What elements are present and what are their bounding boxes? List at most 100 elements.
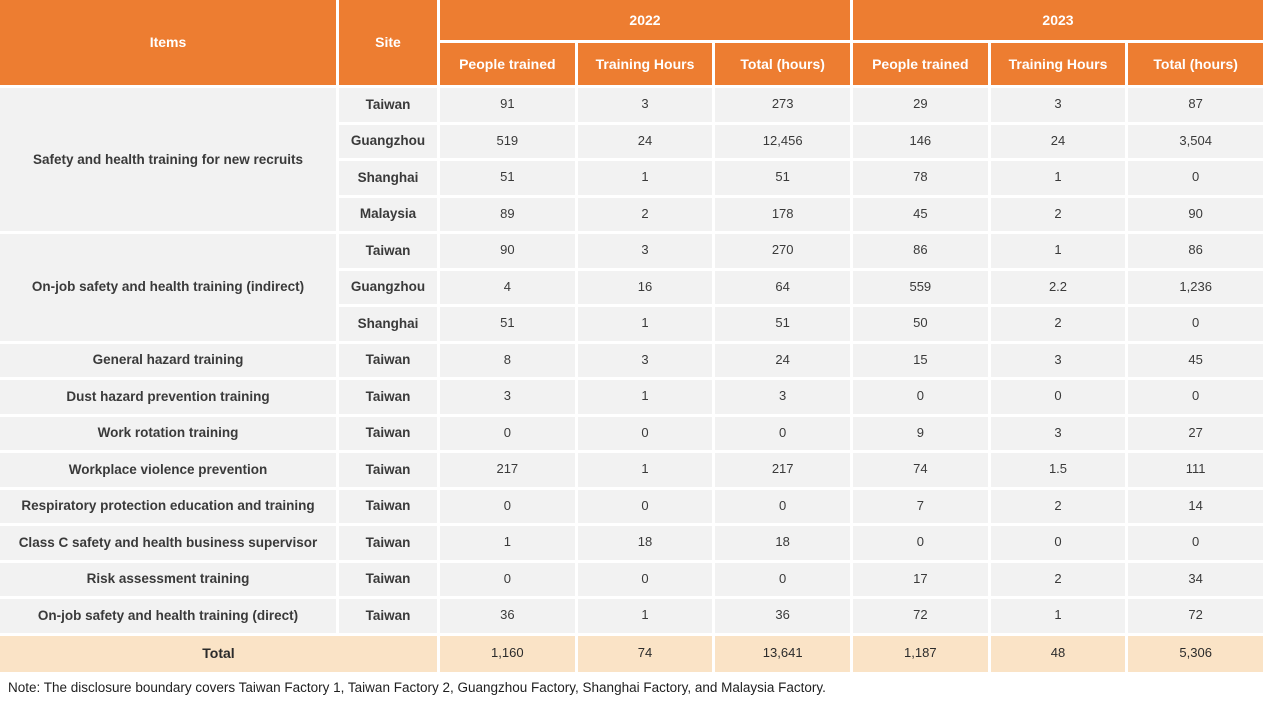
- value-cell: 2: [990, 489, 1126, 523]
- value-cell: 217: [440, 453, 575, 487]
- item-cell: Respiratory protection education and tra…: [0, 489, 336, 523]
- value-cell: 64: [715, 270, 850, 304]
- training-table: Items Site 2022 2023 People trained Trai…: [0, 0, 1263, 672]
- column-header-people-trained-2023: People trained: [853, 43, 988, 85]
- value-cell: 7: [853, 489, 988, 523]
- value-cell: 2: [577, 197, 713, 231]
- value-cell: 90: [1128, 197, 1263, 231]
- item-cell: Safety and health training for new recru…: [0, 88, 336, 231]
- value-cell: 1: [577, 307, 713, 341]
- item-cell: Risk assessment training: [0, 562, 336, 596]
- value-cell: 2: [990, 307, 1126, 341]
- item-cell: Class C safety and health business super…: [0, 526, 336, 560]
- total-value-cell: 1,160: [440, 635, 575, 672]
- value-cell: 3: [577, 234, 713, 268]
- value-cell: 51: [440, 307, 575, 341]
- site-cell: Taiwan: [339, 526, 437, 560]
- value-cell: 1: [990, 599, 1126, 633]
- value-cell: 1,236: [1128, 270, 1263, 304]
- site-cell: Taiwan: [339, 380, 437, 414]
- value-cell: 24: [715, 343, 850, 377]
- value-cell: 86: [853, 234, 988, 268]
- site-cell: Taiwan: [339, 599, 437, 633]
- site-cell: Taiwan: [339, 88, 437, 122]
- value-cell: 24: [577, 124, 713, 158]
- item-cell: Work rotation training: [0, 416, 336, 450]
- value-cell: 45: [853, 197, 988, 231]
- value-cell: 89: [440, 197, 575, 231]
- total-value-cell: 1,187: [853, 635, 988, 672]
- total-row-label: Total: [0, 635, 437, 672]
- value-cell: 3: [577, 88, 713, 122]
- year-header-2023: 2023: [853, 0, 1263, 40]
- value-cell: 1: [990, 234, 1126, 268]
- value-cell: 0: [853, 526, 988, 560]
- value-cell: 3: [577, 343, 713, 377]
- item-cell: Dust hazard prevention training: [0, 380, 336, 414]
- value-cell: 111: [1128, 453, 1263, 487]
- total-value-cell: 13,641: [715, 635, 850, 672]
- value-cell: 29: [853, 88, 988, 122]
- value-cell: 1: [440, 526, 575, 560]
- value-cell: 51: [715, 161, 850, 195]
- value-cell: 86: [1128, 234, 1263, 268]
- value-cell: 1: [990, 161, 1126, 195]
- value-cell: 9: [853, 416, 988, 450]
- value-cell: 2.2: [990, 270, 1126, 304]
- value-cell: 36: [715, 599, 850, 633]
- item-cell: On-job safety and health training (direc…: [0, 599, 336, 633]
- value-cell: 146: [853, 124, 988, 158]
- value-cell: 24: [990, 124, 1126, 158]
- value-cell: 0: [1128, 161, 1263, 195]
- value-cell: 74: [853, 453, 988, 487]
- value-cell: 0: [990, 526, 1126, 560]
- value-cell: 0: [577, 489, 713, 523]
- value-cell: 0: [440, 489, 575, 523]
- site-cell: Taiwan: [339, 453, 437, 487]
- value-cell: 0: [1128, 526, 1263, 560]
- value-cell: 78: [853, 161, 988, 195]
- value-cell: 12,456: [715, 124, 850, 158]
- value-cell: 51: [715, 307, 850, 341]
- site-cell: Taiwan: [339, 416, 437, 450]
- column-header-people-trained-2022: People trained: [440, 43, 575, 85]
- value-cell: 50: [853, 307, 988, 341]
- value-cell: 0: [1128, 380, 1263, 414]
- column-header-total-hours-2022: Total (hours): [715, 43, 850, 85]
- site-cell: Taiwan: [339, 234, 437, 268]
- value-cell: 1: [577, 453, 713, 487]
- column-header-site: Site: [339, 0, 437, 85]
- site-cell: Shanghai: [339, 161, 437, 195]
- value-cell: 0: [1128, 307, 1263, 341]
- value-cell: 1.5: [990, 453, 1126, 487]
- year-header-2022: 2022: [440, 0, 850, 40]
- value-cell: 18: [577, 526, 713, 560]
- value-cell: 36: [440, 599, 575, 633]
- value-cell: 270: [715, 234, 850, 268]
- value-cell: 3: [715, 380, 850, 414]
- value-cell: 1: [577, 161, 713, 195]
- value-cell: 2: [990, 562, 1126, 596]
- column-header-items: Items: [0, 0, 336, 85]
- value-cell: 0: [990, 380, 1126, 414]
- value-cell: 3: [990, 343, 1126, 377]
- site-cell: Shanghai: [339, 307, 437, 341]
- value-cell: 18: [715, 526, 850, 560]
- value-cell: 0: [715, 489, 850, 523]
- value-cell: 3: [440, 380, 575, 414]
- value-cell: 1: [577, 380, 713, 414]
- column-header-training-hours-2023: Training Hours: [990, 43, 1126, 85]
- value-cell: 72: [1128, 599, 1263, 633]
- value-cell: 91: [440, 88, 575, 122]
- value-cell: 8: [440, 343, 575, 377]
- site-cell: Guangzhou: [339, 124, 437, 158]
- value-cell: 2: [990, 197, 1126, 231]
- total-value-cell: 5,306: [1128, 635, 1263, 672]
- value-cell: 90: [440, 234, 575, 268]
- value-cell: 273: [715, 88, 850, 122]
- value-cell: 1: [577, 599, 713, 633]
- value-cell: 0: [440, 562, 575, 596]
- column-header-total-hours-2023: Total (hours): [1128, 43, 1263, 85]
- value-cell: 72: [853, 599, 988, 633]
- footnote: Note: The disclosure boundary covers Tai…: [8, 679, 826, 695]
